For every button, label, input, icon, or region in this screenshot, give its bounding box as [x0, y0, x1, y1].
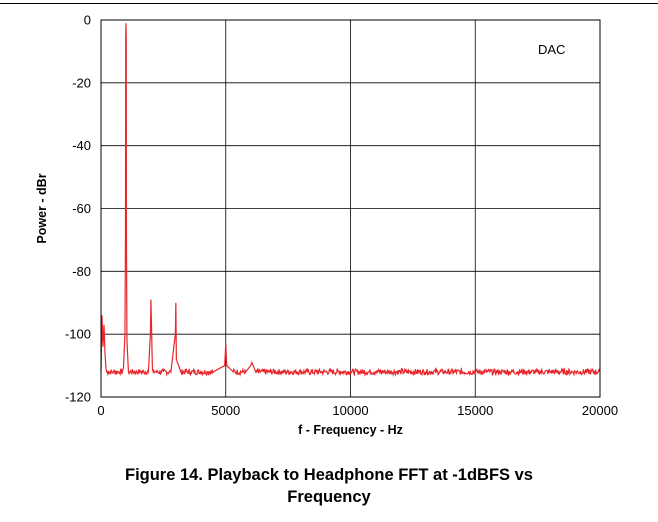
series-line — [100, 23, 601, 377]
y-tick-label: -120 — [65, 390, 91, 405]
dac-annotation: DAC — [538, 42, 565, 57]
y-tick-label: 0 — [84, 13, 91, 28]
y-tick-label: -20 — [72, 75, 91, 90]
y-tick-label: -40 — [72, 138, 91, 153]
y-tick-label: -80 — [72, 264, 91, 279]
x-tick-label: 0 — [97, 403, 104, 418]
y-tick-labels: 0 -20 -40 -60 -80 -100 -120 — [65, 13, 91, 405]
x-tick-label: 10000 — [332, 403, 368, 418]
x-tick-label: 20000 — [582, 403, 618, 418]
plot-frame — [100, 19, 601, 398]
y-tick-label: -60 — [72, 201, 91, 216]
x-axis-label: f - Frequency - Hz — [298, 423, 403, 437]
x-tick-label: 5000 — [211, 403, 240, 418]
y-tick-label: -100 — [65, 327, 91, 342]
x-tick-label: 15000 — [457, 403, 493, 418]
grid — [101, 20, 600, 397]
top-rule — [0, 3, 658, 4]
x-tick-labels: 0 5000 10000 15000 20000 — [97, 403, 618, 418]
figure-caption: Figure 14. Playback to Headphone FFT at … — [0, 464, 658, 508]
caption-line-2: Frequency — [287, 488, 371, 506]
y-axis-label: Power - dBr — [35, 173, 49, 243]
caption-line-1: Figure 14. Playback to Headphone FFT at … — [124, 466, 533, 484]
fft-chart: 0 -20 -40 -60 -80 -100 -120 0 5000 10000 15000 200… — [35, 13, 618, 438]
